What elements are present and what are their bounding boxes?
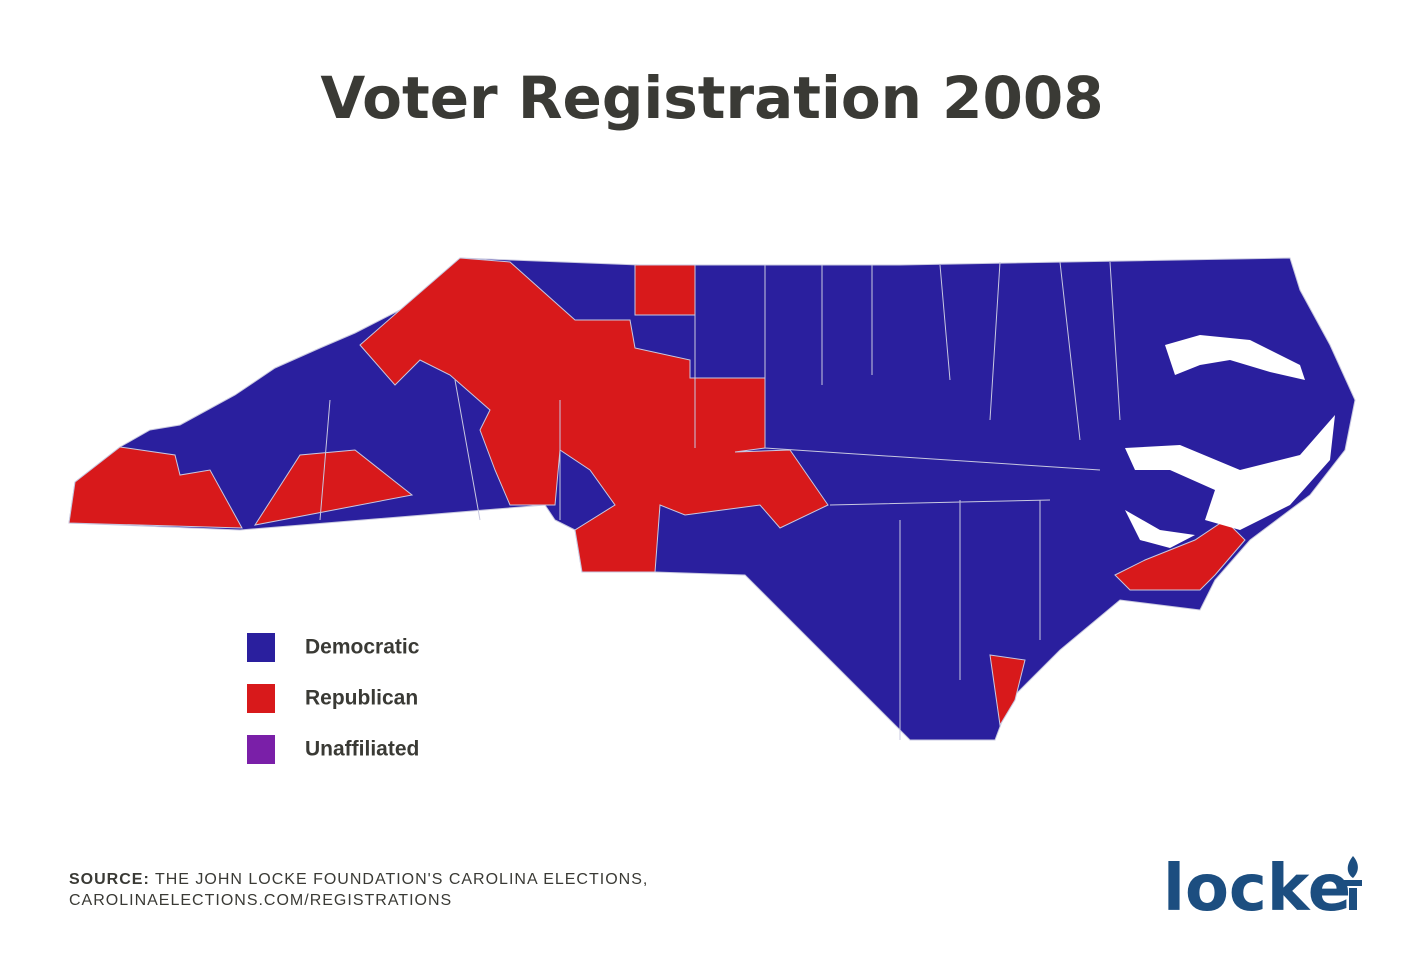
map: [68, 257, 1356, 741]
republican-region: [1114, 519, 1246, 591]
title: Voter Registration 2008: [320, 64, 1103, 132]
republican-region: [359, 257, 829, 573]
legend-swatch: [247, 684, 275, 713]
legend-swatch: [247, 633, 275, 662]
logo: locke: [1163, 852, 1351, 926]
source-label: SOURCE:: [69, 871, 150, 888]
republican-region: [68, 446, 243, 529]
legend-label: Democratic: [305, 636, 420, 659]
albemarle-sound: [1165, 335, 1305, 380]
neuse-river: [1125, 510, 1195, 548]
legend: Democratic Republican Unaffiliated: [247, 633, 420, 764]
county-lines: [319, 261, 1121, 740]
republican-region: [989, 654, 1026, 727]
source-text: THE JOHN LOCKE FOUNDATION'S CAROLINA ELE…: [155, 871, 648, 888]
republican-region: [253, 449, 414, 526]
legend-label: Unaffiliated: [305, 738, 419, 761]
legend-label: Republican: [305, 687, 418, 710]
source-text: CAROLINAELECTIONS.COM/REGISTRATIONS: [69, 892, 452, 909]
legend-swatch: [247, 735, 275, 764]
logo-torch: [1344, 856, 1362, 910]
source-line: SOURCE: THE JOHN LOCKE FOUNDATION'S CARO…: [69, 871, 648, 888]
pamlico-sound: [1125, 415, 1335, 530]
republican-region: [634, 264, 696, 316]
